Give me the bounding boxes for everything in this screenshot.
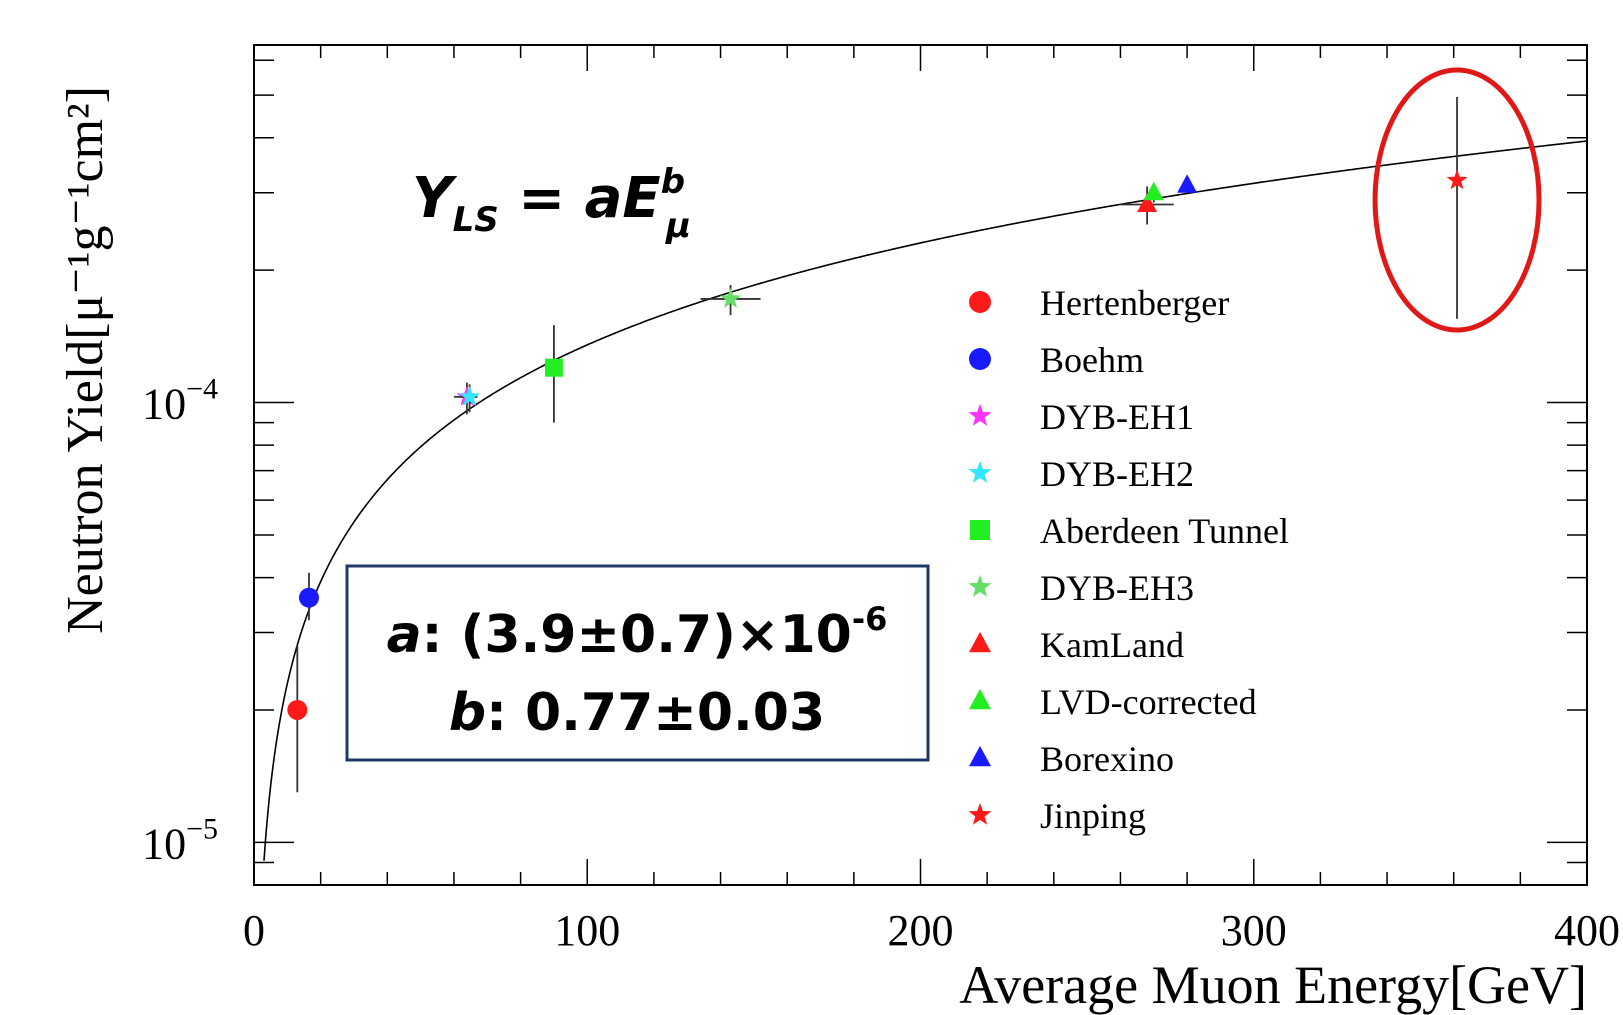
- legend-label: Boehm: [1040, 340, 1144, 380]
- legend-label: Aberdeen Tunnel: [1040, 511, 1289, 551]
- legend-label: Hertenberger: [1040, 283, 1229, 323]
- legend-label: DYB-EH1: [1040, 397, 1194, 437]
- y-axis-title: Neutron Yield[μ⁻¹g⁻¹cm²]: [57, 86, 114, 634]
- legend-item: KamLand: [969, 625, 1184, 665]
- legend-label: KamLand: [1040, 625, 1184, 665]
- fit-formula: YLS = aEb μ: [412, 162, 691, 246]
- data-point: [287, 699, 308, 720]
- legend-label: Borexino: [1040, 739, 1174, 779]
- y-tick-label: 10−5: [142, 812, 218, 868]
- data-point-group: [544, 325, 563, 423]
- x-tick-label: 400: [1554, 906, 1620, 955]
- fit-param-a-exp: -6: [852, 600, 888, 638]
- data-point-group: [1177, 174, 1198, 193]
- data-point-group: [700, 285, 761, 316]
- data-point: [459, 385, 481, 406]
- highlight-ellipse: [1372, 67, 1542, 333]
- formula-rhs-sup: b: [661, 162, 685, 202]
- legend-item: DYB-EH1: [968, 397, 1194, 437]
- legend-label: LVD-corrected: [1040, 682, 1257, 722]
- fit-curve-layer: [263, 140, 1588, 861]
- y-tick-label-mantissa: 10: [142, 819, 186, 868]
- x-tick-label: 200: [888, 906, 954, 955]
- formula-eq: =: [499, 166, 585, 231]
- legend-item: LVD-corrected: [969, 682, 1257, 722]
- legend-item: DYB-EH2: [968, 454, 1194, 494]
- fit-param-b-sep: :: [486, 683, 525, 743]
- data-point-group: [1143, 181, 1164, 203]
- x-tick-label: 300: [1221, 906, 1287, 955]
- data-point: [298, 587, 319, 608]
- legend-marker: [968, 403, 992, 426]
- fit-param-a-sep: :: [422, 605, 461, 665]
- y-tick-label: 10−4: [142, 373, 218, 429]
- fit-param-a-value: (3.9±0.7)×10: [461, 605, 852, 665]
- legend-marker: [968, 460, 992, 483]
- legend-marker: [969, 631, 991, 653]
- fit-curve: [263, 140, 1588, 861]
- data-point-group: [1446, 97, 1468, 319]
- highlight-layer: [1372, 67, 1542, 333]
- data-point: [1143, 181, 1164, 201]
- x-tick-label: 100: [554, 906, 620, 955]
- legend-marker: [969, 291, 991, 313]
- fit-param-a: a: (3.9±0.7)×10-6: [387, 600, 888, 665]
- x-axis-title: Average Muon Energy[GeV]: [959, 955, 1587, 1015]
- fit-param-b-value: 0.77±0.03: [525, 683, 825, 743]
- legend-item: Borexino: [969, 739, 1174, 779]
- legend-item: Aberdeen Tunnel: [970, 511, 1289, 551]
- legend-item: Boehm: [969, 340, 1144, 380]
- data-points: [287, 97, 1468, 793]
- y-tick-label-exponent: −4: [186, 373, 218, 406]
- y-tick-label-mantissa: 10: [142, 380, 186, 429]
- y-tick-label-exponent: −5: [186, 812, 218, 845]
- data-point-group: [287, 645, 308, 793]
- fit-param-a-name: a: [387, 605, 422, 665]
- legend-marker: [969, 745, 991, 767]
- data-point: [1177, 174, 1198, 193]
- legend-marker: [969, 688, 991, 710]
- data-point-group: [459, 384, 481, 413]
- legend-item: Hertenberger: [969, 283, 1229, 323]
- data-point-group: [298, 572, 319, 621]
- legend-marker: [968, 574, 992, 597]
- data-point: [1446, 169, 1468, 190]
- data-point-group: [1120, 186, 1174, 225]
- data-point: [720, 287, 742, 308]
- legend: Hertenberger Boehm DYB-EH1 DYB-EH2 Aberdeen …: [968, 283, 1289, 836]
- legend-label: DYB-EH3: [1040, 568, 1194, 608]
- legend-label: Jinping: [1040, 796, 1146, 836]
- legend-item: Jinping: [968, 796, 1146, 836]
- legend-marker: [970, 520, 990, 540]
- formula-rhs: aE: [585, 166, 661, 231]
- fit-parameter-box: [345, 564, 930, 762]
- legend-marker: [969, 348, 991, 370]
- data-point: [544, 358, 563, 377]
- legend-item: DYB-EH3: [968, 568, 1194, 608]
- fit-param-b-name: b: [449, 683, 486, 743]
- formula-lhs-sub: LS: [453, 200, 499, 240]
- formula-rhs-sub: μ: [665, 206, 691, 246]
- formula-lhs: Y: [412, 166, 458, 231]
- legend-label: DYB-EH2: [1040, 454, 1194, 494]
- fit-param-b: b: 0.77±0.03: [449, 683, 825, 743]
- legend-marker: [968, 802, 992, 825]
- x-tick-label: 0: [243, 906, 265, 955]
- data-point: [1137, 193, 1158, 213]
